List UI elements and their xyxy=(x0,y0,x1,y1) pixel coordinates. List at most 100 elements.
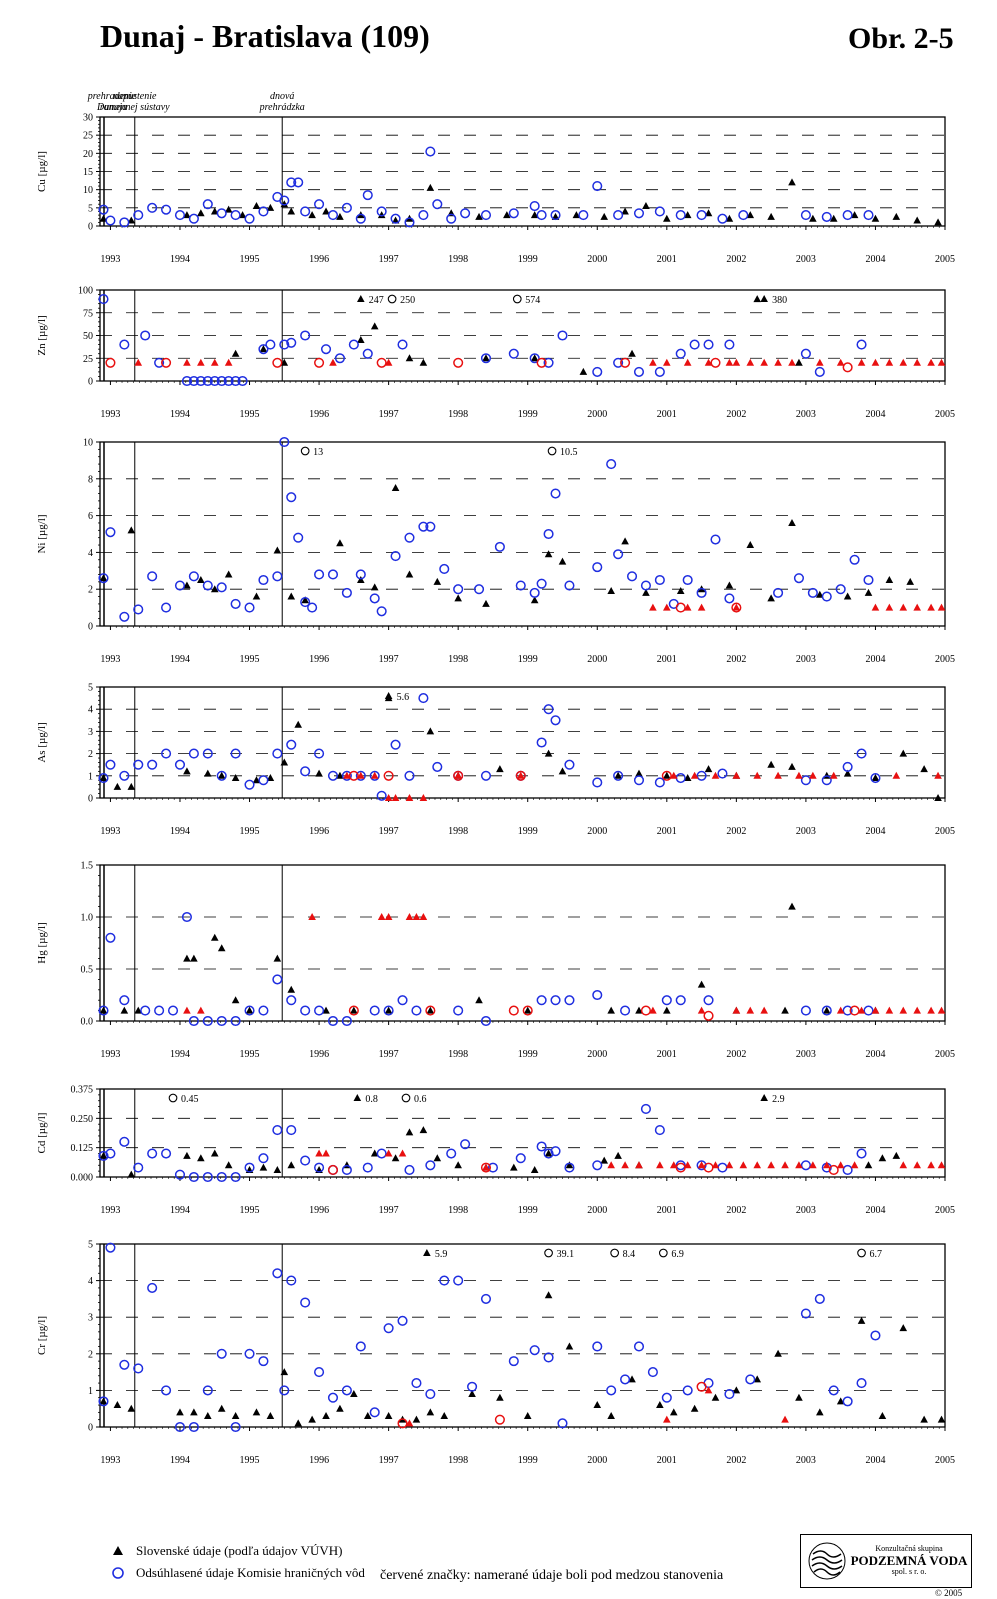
data-point-triangle xyxy=(795,771,803,779)
copyright: © 2005 xyxy=(935,1588,963,1598)
data-point-circle xyxy=(105,357,116,368)
data-point-triangle xyxy=(635,1161,643,1169)
data-point-circle xyxy=(202,748,213,759)
data-point-circle xyxy=(355,1341,366,1352)
data-point-triangle xyxy=(503,211,511,219)
data-point-circle xyxy=(314,199,325,210)
data-point-circle xyxy=(161,602,172,613)
data-point-circle xyxy=(515,580,526,591)
data-point-circle xyxy=(223,375,234,387)
data-point-circle xyxy=(154,1005,165,1016)
data-point-triangle xyxy=(224,205,233,213)
data-point-circle xyxy=(480,1162,492,1173)
data-point-triangle xyxy=(544,749,553,757)
data-point-circle xyxy=(397,339,408,350)
data-point-triangle xyxy=(315,769,323,777)
data-point-triangle xyxy=(231,996,240,1004)
data-point-circle xyxy=(383,1005,394,1016)
x-tick-label: 2004 xyxy=(865,1049,885,1060)
data-point-triangle xyxy=(725,1161,734,1169)
data-point-triangle xyxy=(711,1161,720,1169)
y-tick-label: 5 xyxy=(88,203,93,214)
data-point-triangle xyxy=(370,1149,379,1157)
data-point-circle xyxy=(314,357,325,368)
data-point-circle xyxy=(724,593,735,604)
y-axis-label: As [µg/l] xyxy=(36,722,48,762)
data-point-circle xyxy=(870,772,881,784)
y-tick-label: 0.000 xyxy=(71,1173,94,1184)
data-point-circle xyxy=(265,339,276,350)
outlier-value-label: 0.45 xyxy=(181,1094,199,1105)
data-point-circle xyxy=(167,1005,179,1016)
outlier-marker-circle xyxy=(300,446,310,456)
data-point-triangle xyxy=(384,1149,393,1157)
x-tick-label: 2000 xyxy=(587,654,607,665)
data-point-circle xyxy=(286,492,297,503)
data-point-triangle xyxy=(732,358,741,366)
data-point-circle xyxy=(592,777,603,788)
data-point-circle xyxy=(696,1381,707,1392)
data-point-circle xyxy=(161,1148,172,1159)
data-point-triangle xyxy=(370,322,379,330)
data-point-triangle xyxy=(266,774,275,782)
data-point-circle xyxy=(536,578,547,589)
outlier-value-label: 6.9 xyxy=(671,1249,684,1260)
data-point-triangle xyxy=(475,212,483,220)
x-tick-label: 1999 xyxy=(518,826,538,837)
outlier-value-label: 0.8 xyxy=(365,1094,378,1105)
data-point-circle xyxy=(633,208,645,219)
data-point-circle xyxy=(174,580,186,591)
data-point-circle xyxy=(703,1010,714,1021)
data-point-circle xyxy=(717,1162,728,1173)
event-annotation: Dunaja xyxy=(96,102,127,113)
data-point-triangle xyxy=(565,1161,574,1169)
y-tick-label: 15 xyxy=(83,167,93,178)
data-point-circle xyxy=(613,549,624,560)
data-point-triangle xyxy=(217,944,226,952)
data-point-triangle xyxy=(183,581,191,589)
data-point-circle xyxy=(654,574,665,586)
data-point-triangle xyxy=(593,1401,602,1409)
outlier-value-label: 10.5 xyxy=(560,447,578,458)
data-point-triangle xyxy=(864,1161,873,1169)
data-point-circle xyxy=(244,1162,255,1173)
data-point-triangle xyxy=(468,1390,476,1398)
outlier-marker-circle xyxy=(658,1248,668,1258)
y-tick-label: 0 xyxy=(88,222,93,233)
company-line-1: Konzultačná skupina xyxy=(875,1544,943,1554)
data-point-triangle xyxy=(795,358,803,366)
data-point-triangle xyxy=(892,1151,901,1159)
data-point-circle xyxy=(98,573,109,584)
data-point-triangle xyxy=(197,358,205,366)
data-point-triangle xyxy=(746,1006,755,1014)
data-point-circle xyxy=(376,790,387,801)
data-point-circle xyxy=(550,995,561,1006)
outlier-marker-triangle xyxy=(423,1249,431,1256)
data-point-triangle xyxy=(357,771,365,779)
data-point-triangle xyxy=(746,541,755,549)
data-point-triangle xyxy=(572,211,581,219)
data-point-triangle xyxy=(663,1006,671,1014)
data-point-triangle xyxy=(788,762,796,770)
data-point-triangle xyxy=(210,585,219,593)
legend-label-agreed: Odsúhlasené údaje Komisie hraničných vôd xyxy=(136,1565,365,1580)
data-point-circle xyxy=(773,587,784,598)
data-point-triangle xyxy=(336,1404,344,1412)
data-point-triangle xyxy=(927,1006,935,1014)
data-point-circle xyxy=(279,436,290,448)
data-point-circle xyxy=(842,210,853,221)
data-point-triangle xyxy=(600,1156,609,1164)
data-point-circle xyxy=(745,1374,756,1385)
data-point-triangle xyxy=(350,1006,358,1014)
y-tick-label: 30 xyxy=(83,113,93,124)
data-point-circle xyxy=(620,357,631,368)
plot-frame xyxy=(99,1243,946,1428)
data-point-circle xyxy=(161,1385,172,1396)
outlier-marker-circle xyxy=(387,294,397,304)
data-point-circle xyxy=(327,210,339,221)
x-tick-label: 1993 xyxy=(100,826,120,837)
y-tick-label: 0 xyxy=(88,794,93,805)
y-tick-label: 2 xyxy=(88,1349,93,1360)
data-point-circle xyxy=(633,1341,645,1352)
